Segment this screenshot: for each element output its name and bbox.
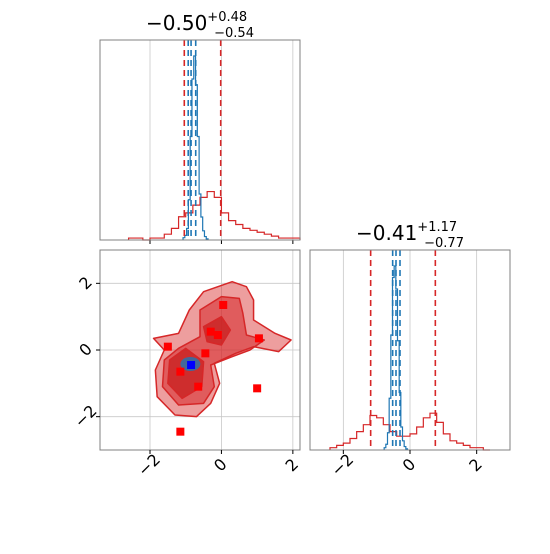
sample-marker-10 <box>187 361 196 369</box>
marginal-title-param2-plus: +1.17 <box>417 220 457 235</box>
marginal-title-param2-minus: −0.77 <box>424 236 464 251</box>
joint-panel: −2 0 2 −202 <box>71 249 302 480</box>
p1-red-hist-series-0 <box>127 190 301 241</box>
marginal-panel-param2: −2 0 2 −0.41+1.17 −0.77 <box>309 220 511 480</box>
marginal-title-param2: −0.41+1.17 −0.77 <box>356 220 464 251</box>
sample-marker-0 <box>219 301 228 309</box>
marginal-title-param1-value: −0.50 <box>146 11 207 35</box>
sample-marker-2 <box>213 331 222 339</box>
sample-marker-3 <box>254 334 263 343</box>
marginal-title-param2-value: −0.41 <box>356 221 417 245</box>
sample-marker-9 <box>176 427 185 436</box>
marginal-title-param1: −0.50+0.48 −0.54 <box>146 10 254 41</box>
marginal-panel-param1: −0.50+0.48 −0.54 <box>99 10 301 244</box>
p3-blue-hist-series-0 <box>383 265 409 450</box>
marginal-title-param1-minus: −0.54 <box>214 26 254 41</box>
sample-marker-8 <box>253 384 262 393</box>
p3-red-hist-series-0 <box>329 412 490 451</box>
contour-inner-a <box>202 315 232 346</box>
sample-marker-5 <box>201 349 210 358</box>
sample-marker-4 <box>163 342 172 351</box>
sample-marker-6 <box>176 367 185 376</box>
sample-marker-7 <box>194 382 203 391</box>
marginal-panel-param1-frame <box>99 39 301 241</box>
sample-marker-1 <box>206 327 215 336</box>
marginal-title-param1-plus: +0.48 <box>207 10 247 25</box>
